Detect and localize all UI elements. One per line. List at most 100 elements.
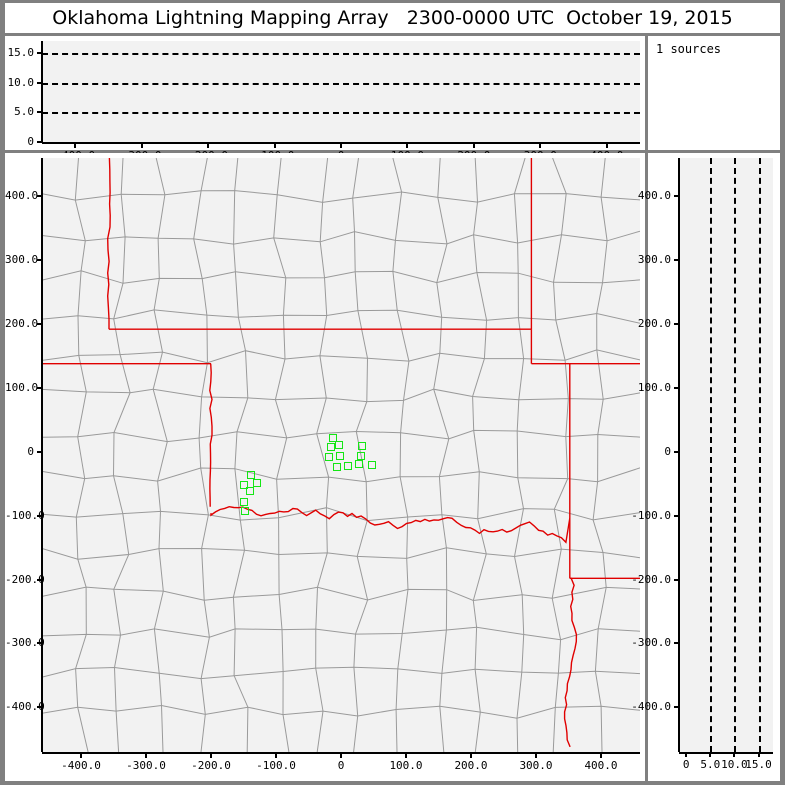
x-tick — [74, 142, 77, 148]
y-tick-label: 5.0 — [14, 105, 34, 119]
sources-count-label: 1 sources — [656, 42, 722, 56]
y-axis-line — [678, 158, 680, 752]
source-marker — [357, 442, 366, 451]
source-marker — [252, 479, 261, 488]
y-tick — [37, 259, 43, 262]
x-tick — [207, 142, 210, 148]
page-title: Oklahoma Lightning Mapping Array 2300-00… — [52, 7, 733, 29]
x-tick — [539, 142, 542, 148]
x-tick-label: -100.0 — [256, 759, 296, 772]
y-tick — [674, 386, 680, 389]
source-marker — [343, 461, 352, 470]
x-tick-label: 0 — [337, 759, 345, 772]
y-axis-line — [41, 158, 43, 752]
x-tick-label: 300.0 — [519, 759, 553, 772]
x-tick — [80, 752, 82, 758]
x-tick-label: 15.0 — [745, 758, 772, 771]
title-bar: Oklahoma Lightning Mapping Array 2300-00… — [5, 3, 780, 33]
top-xz-panel[interactable]: 05.010.015.0-400.0-300.0-200.0-100.00100… — [5, 36, 645, 162]
gridline-horizontal — [42, 52, 640, 55]
y-tick — [674, 514, 680, 517]
y-tick — [37, 323, 43, 326]
y-tick-label: 0 — [27, 135, 34, 148]
gridline-vertical — [710, 158, 713, 752]
gridline-horizontal — [42, 112, 640, 115]
source-marker — [241, 506, 250, 515]
y-tick-label: -300.0 — [5, 636, 45, 650]
x-tick — [535, 752, 537, 758]
y-tick — [37, 195, 43, 198]
x-tick — [472, 142, 475, 148]
map-plot-area[interactable] — [42, 158, 640, 752]
x-tick — [140, 142, 143, 148]
y-tick-label: 0 — [27, 444, 34, 458]
top-panel-plot-area[interactable] — [42, 41, 640, 142]
x-tick — [405, 752, 407, 758]
source-marker — [247, 471, 256, 480]
x-axis-line — [679, 752, 773, 754]
y-tick-label: 300.0 — [5, 253, 39, 267]
y-tick-label: -100.0 — [631, 508, 671, 522]
x-tick-label: 200.0 — [454, 759, 488, 772]
x-tick — [210, 752, 212, 758]
source-marker — [368, 460, 377, 469]
y-tick-label: -300.0 — [631, 636, 671, 650]
x-tick — [273, 142, 276, 148]
x-tick — [145, 752, 147, 758]
source-marker — [326, 443, 335, 452]
gridline-vertical — [758, 158, 761, 752]
y-tick-label: 0 — [664, 444, 671, 458]
y-tick — [674, 259, 680, 262]
y-tick — [674, 323, 680, 326]
y-tick — [37, 141, 43, 143]
x-tick-label: 5.0 — [700, 758, 721, 771]
source-marker — [239, 481, 248, 490]
x-tick — [709, 752, 712, 757]
y-tick-label: -400.0 — [5, 700, 45, 714]
x-tick — [600, 752, 602, 758]
y-tick — [674, 578, 680, 581]
gridline-vertical — [734, 158, 737, 752]
gridline-horizontal — [42, 82, 640, 85]
y-tick-label: -400.0 — [631, 700, 671, 714]
x-tick — [605, 142, 608, 148]
y-tick-label: 400.0 — [5, 189, 39, 203]
y-axis-line — [41, 41, 43, 142]
y-tick-label: 100.0 — [5, 380, 39, 394]
y-tick — [674, 706, 680, 709]
y-tick — [37, 706, 43, 709]
y-tick-label: 15.0 — [7, 45, 35, 59]
x-tick — [275, 752, 277, 758]
y-tick — [37, 514, 43, 517]
source-marker — [324, 452, 333, 461]
y-tick — [37, 51, 43, 54]
y-tick — [37, 578, 43, 581]
x-tick-label: 10.0 — [721, 758, 748, 771]
y-tick-label: 100.0 — [637, 380, 671, 394]
main-plan-view-panel[interactable]: 400.0 300.0 200.0 100.0 0 -100.0 -200.0 -300.0 -… — [5, 153, 645, 781]
x-tick-label: -200.0 — [191, 759, 231, 772]
x-tick — [340, 142, 342, 148]
source-marker — [246, 487, 254, 496]
source-marker — [355, 459, 364, 468]
x-tick-label: -400.0 — [61, 759, 101, 772]
x-tick — [685, 752, 688, 757]
y-tick — [674, 450, 680, 453]
right-panel-plot-area[interactable] — [679, 158, 773, 752]
right-zy-panel[interactable]: 400.0 300.0 200.0 100.0 0 -100.0 -200.0 -300.0 -… — [631, 153, 780, 781]
y-tick-label: -200.0 — [631, 572, 671, 586]
y-tick — [37, 81, 43, 84]
source-marker — [335, 452, 344, 461]
source-marker — [335, 440, 344, 449]
y-tick-label: 10.0 — [7, 75, 35, 89]
source-marker — [328, 433, 337, 442]
sources-count-panel: 1 sources — [648, 36, 780, 150]
x-tick — [733, 752, 736, 757]
source-marker — [239, 497, 248, 506]
y-tick — [674, 195, 680, 198]
y-tick-label: -100.0 — [5, 508, 45, 522]
y-tick-label: 300.0 — [637, 253, 671, 267]
y-tick-label: 200.0 — [5, 317, 39, 331]
map-geography — [42, 158, 640, 752]
